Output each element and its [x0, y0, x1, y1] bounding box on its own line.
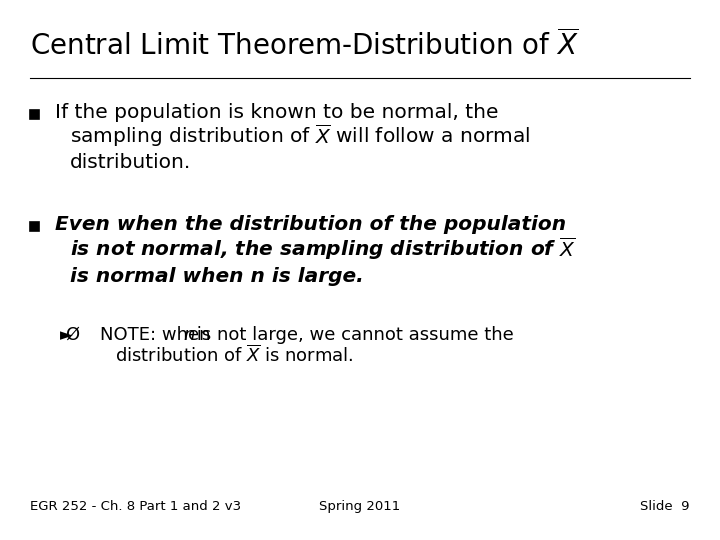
Text: sampling distribution of $\overline{X}$ will follow a normal: sampling distribution of $\overline{X}$ …: [70, 122, 531, 149]
Text: Ø: Ø: [65, 326, 79, 344]
Text: Central Limit Theorem-Distribution of $\overline{X}$: Central Limit Theorem-Distribution of $\…: [30, 29, 579, 61]
Text: distribution.: distribution.: [70, 153, 192, 172]
Text: Spring 2011: Spring 2011: [320, 500, 400, 513]
Bar: [30, 222, 39, 231]
Text: is not normal, the sampling distribution of $\overline{X}$: is not normal, the sampling distribution…: [70, 235, 576, 262]
Text: ►: ►: [60, 326, 73, 344]
Text: If the population is known to be normal, the: If the population is known to be normal,…: [55, 103, 498, 122]
Text: Slide  9: Slide 9: [641, 500, 690, 513]
Text: Even when the distribution of the population: Even when the distribution of the popula…: [55, 215, 566, 234]
Text: distribution of $\overline{X}$ is normal.: distribution of $\overline{X}$ is normal…: [115, 345, 354, 366]
Text: is normal when n is large.: is normal when n is large.: [70, 267, 364, 286]
Text: is not large, we cannot assume the: is not large, we cannot assume the: [191, 326, 514, 344]
Text: n: n: [183, 326, 194, 344]
Text: NOTE: when: NOTE: when: [100, 326, 216, 344]
Text: EGR 252 - Ch. 8 Part 1 and 2 v3: EGR 252 - Ch. 8 Part 1 and 2 v3: [30, 500, 241, 513]
Bar: [30, 110, 39, 119]
